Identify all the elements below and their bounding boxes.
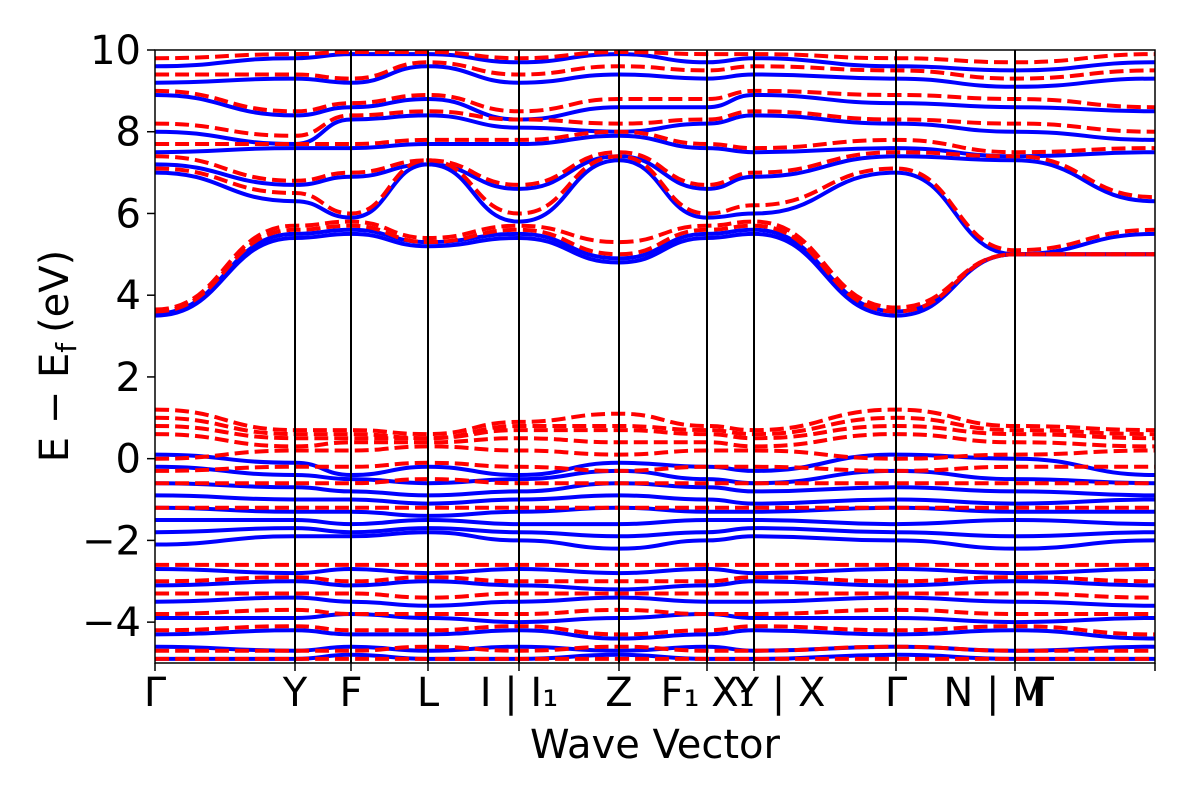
band-line [155, 129, 1155, 155]
band-line [155, 423, 1155, 441]
band-line [155, 52, 1155, 73]
band-line [155, 517, 1155, 527]
y-tick-label: 6 [116, 191, 141, 237]
x-tick-label: Y | X [734, 670, 826, 716]
y-tick-label: 2 [116, 355, 141, 401]
band-line [155, 628, 1155, 641]
band-line [155, 64, 1155, 89]
band-line [155, 432, 1155, 449]
y-tick-label: 8 [116, 110, 141, 156]
band-line [155, 50, 1155, 65]
x-tick-label: F₁ [660, 670, 699, 716]
x-tick-label: Γ [885, 670, 908, 716]
x-tick-label: X₁ [711, 670, 754, 716]
y-axis-title-subscript: f [50, 342, 83, 353]
band-line [155, 611, 1155, 625]
bands-layer [155, 50, 1155, 661]
x-tick-label: Y [282, 670, 308, 716]
x-tick-label: Γ [1032, 670, 1055, 716]
band-line [155, 407, 1155, 437]
band-line [155, 444, 1155, 461]
x-tick-label: F [339, 670, 362, 716]
band-line [155, 154, 1155, 204]
band-line [155, 464, 1155, 486]
x-tick-label: Z [605, 670, 632, 716]
band-line [155, 607, 1155, 617]
band-line [155, 493, 1155, 506]
band-line [155, 526, 1155, 539]
band-line [155, 566, 1155, 576]
x-tick-label: Γ [144, 670, 167, 716]
band-line [155, 595, 1155, 608]
band-line [155, 60, 1155, 81]
band-line [155, 652, 1155, 661]
kpoint-lines [294, 50, 1016, 663]
band-line [155, 460, 1155, 473]
y-tick-label: −4 [82, 600, 141, 646]
y-tick-label: 10 [90, 28, 141, 74]
band-line [155, 415, 1155, 441]
y-axis-title-unit: (eV) [32, 250, 78, 333]
y-axis-title: E − Ef (eV) [32, 250, 83, 463]
series-1 [155, 52, 1155, 661]
band-line [155, 158, 1155, 257]
x-axis-title: Wave Vector [530, 722, 781, 768]
y-tick-label: 0 [116, 437, 141, 483]
band-line [155, 154, 1155, 253]
band-line [155, 150, 1155, 200]
band-line [155, 579, 1155, 592]
y-tick-label: 4 [116, 273, 141, 319]
band-line [155, 481, 1155, 498]
band-line [155, 530, 1155, 551]
x-tick-label: N | M [943, 670, 1046, 716]
plot-background [155, 50, 1155, 663]
band-line [155, 575, 1155, 584]
y-tick-label: −2 [82, 518, 141, 564]
x-tick-label: I | I₁ [480, 670, 559, 716]
band-line [155, 109, 1155, 138]
band-line [155, 591, 1155, 600]
band-line [155, 219, 1155, 312]
band-line [155, 644, 1155, 653]
x-tick-label: L [417, 670, 440, 716]
plot-frame [154, 49, 1156, 664]
band-line [155, 477, 1155, 486]
y-axis-title-main: E − E [32, 353, 78, 463]
y-axis-ticks: −4 −2 0 2 4 6 8 10 [82, 28, 155, 646]
band-line [155, 624, 1155, 637]
